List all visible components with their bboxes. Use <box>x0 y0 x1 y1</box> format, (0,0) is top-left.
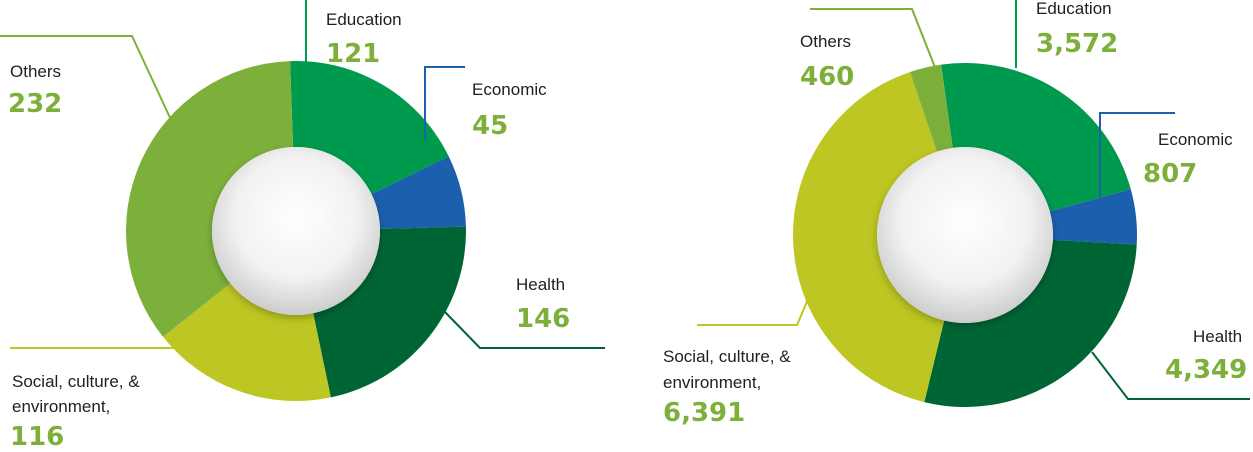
leader-1-health <box>444 311 605 349</box>
slice-2-health <box>924 239 1137 407</box>
donut-1-hole <box>212 147 380 315</box>
label-2-others-name: Others <box>800 32 851 51</box>
label-2-social-value: 6,391 <box>663 398 745 428</box>
leader-2-health <box>1091 351 1250 400</box>
label-2-education-name: Education <box>1036 0 1112 18</box>
donut-1-leaders <box>0 0 605 349</box>
label-1-social-name: Social, culture, & <box>12 372 140 391</box>
label-1-health-name: Health <box>516 275 565 294</box>
slice-1-economic <box>371 156 466 229</box>
leader-2-economic <box>1099 112 1175 205</box>
label-2-social-name: Social, culture, & <box>663 347 791 366</box>
slice-1-education <box>290 60 449 195</box>
donut-2-slices <box>792 63 1137 407</box>
label-2-economic-name: Economic <box>1158 130 1233 149</box>
slice-2-education <box>941 63 1131 212</box>
label-2-others-value: 460 <box>800 62 854 92</box>
label-2-health-name: Health <box>1193 327 1242 346</box>
donut-1-labels: Education 121 Economic 45 Health 146 Soc… <box>8 10 570 452</box>
slice-2-economic <box>1049 189 1137 245</box>
slice-1-social <box>163 283 331 401</box>
donut-2-labels: Education 3,572 Economic 807 Health 4,34… <box>663 0 1247 428</box>
donut-chart-1: Education 121 Economic 45 Health 146 Soc… <box>0 0 605 452</box>
label-1-social-name-2: environment, <box>12 397 110 416</box>
label-2-social-name-2: environment, <box>663 373 761 392</box>
leader-2-social <box>697 289 813 326</box>
donut-2-leaders <box>697 0 1250 400</box>
leader-2-others <box>810 8 941 81</box>
label-1-others-name: Others <box>10 62 61 81</box>
label-1-education-value: 121 <box>326 39 380 69</box>
slice-1-health <box>313 226 466 398</box>
slice-2-others <box>910 64 953 152</box>
donut-1-slices <box>125 60 466 401</box>
donut-chart-2: Education 3,572 Economic 807 Health 4,34… <box>663 0 1250 428</box>
label-1-social-value: 116 <box>10 422 64 452</box>
slice-1-others <box>125 61 294 337</box>
slice-2-social <box>792 72 945 403</box>
label-1-education-name: Education <box>326 10 402 29</box>
label-1-others-value: 232 <box>8 89 62 119</box>
leader-1-others <box>0 35 173 123</box>
donut-2-hole <box>877 147 1053 323</box>
label-1-economic-name: Economic <box>472 80 547 99</box>
label-2-health-value: 4,349 <box>1165 355 1247 385</box>
label-1-health-value: 146 <box>516 304 570 334</box>
label-2-economic-value: 807 <box>1143 159 1197 189</box>
leader-1-economic <box>424 66 465 140</box>
label-2-education-value: 3,572 <box>1036 29 1118 59</box>
label-1-economic-value: 45 <box>472 111 508 141</box>
